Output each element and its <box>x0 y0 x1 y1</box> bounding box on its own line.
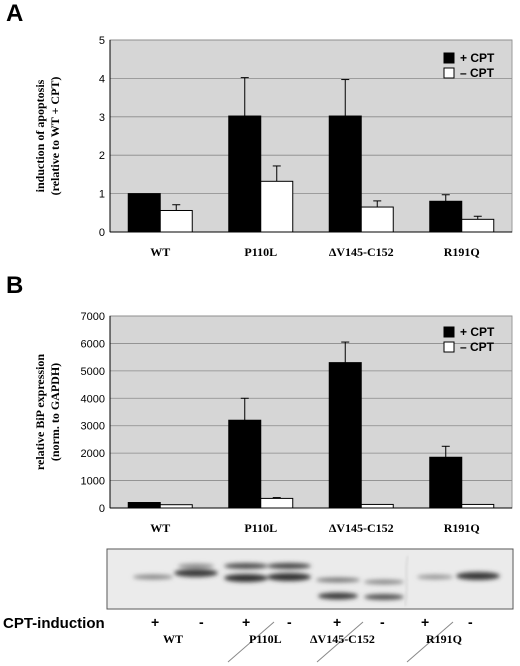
chart-b-ylabel: relative BiP expression <box>33 354 47 471</box>
chart-b-bar-0-3 <box>429 456 463 509</box>
chart-a-legend-label-0: + CPT <box>460 51 495 65</box>
blot-lane-8-sign: - <box>468 614 473 630</box>
chart-b-ytick-6: 6000 <box>81 338 105 350</box>
apoptosis-bar-chart: 0 1 2 3 4 5 induction of apoptosis (relative to… <box>33 35 513 259</box>
chart-b-ytick-7: 7000 <box>81 311 105 323</box>
chart-b-ytick-5: 5000 <box>81 366 105 378</box>
panel-a-letter: A <box>6 0 24 27</box>
blot-lane-3-sign: + <box>242 614 251 630</box>
chart-b-xtick-2: ΔV145-C152 <box>329 521 394 535</box>
chart-b-bar-1-2 <box>360 503 394 509</box>
chart-a-bar-0-3 <box>429 200 463 233</box>
chart-a-legend-swatch-0 <box>443 52 455 64</box>
chart-a-legend-swatch-1 <box>443 67 455 79</box>
chart-b-legend-label-0: + CPT <box>460 325 495 339</box>
chart-a-ylabel-group: induction of apoptosis (relative to WT + … <box>33 77 62 196</box>
chart-a-xtick-3: R191Q <box>444 245 480 259</box>
chart-b-bar-1-0 <box>159 504 193 509</box>
panel-b-letter: B <box>6 272 24 299</box>
chart-a-ytick-2: 2 <box>99 150 105 162</box>
chart-b-ytick-2: 2000 <box>81 448 105 460</box>
chart-a-ytick-4: 4 <box>99 73 105 85</box>
chart-b-bar-1-3 <box>461 503 495 509</box>
chart-a-bar-1-1 <box>260 180 294 233</box>
chart-b-legend-swatch-1 <box>443 341 455 353</box>
chart-b-xtick-0: WT <box>150 521 170 535</box>
chart-b-legend-swatch-0 <box>443 326 455 338</box>
blot-lane-2-sign: - <box>199 614 204 630</box>
chart-b-ytick-0: 0 <box>99 503 105 515</box>
blot-lane-1-sign: + <box>151 614 160 630</box>
chart-b-bar-0-2 <box>328 362 362 509</box>
chart-a-ytick-0: 0 <box>99 227 105 239</box>
chart-a-xtick-2: ΔV145-C152 <box>329 245 394 259</box>
chart-a-ylabel-2: (relative to WT + CPT) <box>48 77 62 196</box>
chart-b-ylabel-group: relative BiP expression (norm. to GAPDH) <box>33 354 62 471</box>
chart-b-ytick-3: 3000 <box>81 421 105 433</box>
blot-group-r191q: R191Q <box>426 632 462 646</box>
chart-a-bar-0-0 <box>127 193 161 233</box>
chart-a-ytick-3: 3 <box>99 112 105 124</box>
chart-a-legend-label-1: – CPT <box>460 66 495 80</box>
chart-b-xtick-3: R191Q <box>444 521 480 535</box>
cpt-induction-label: CPT-induction <box>3 615 105 632</box>
blot-group-dv145-c152: ΔV145-C152 <box>310 632 375 646</box>
chart-b-ylabel-2: (norm. to GAPDH) <box>48 363 62 461</box>
chart-b-ytick-4: 4000 <box>81 393 105 405</box>
chart-a-bar-0-1 <box>228 115 262 233</box>
chart-a-ytick-1: 1 <box>99 189 105 201</box>
blot-lane-4-sign: - <box>287 614 292 630</box>
blot-lane-5-sign: + <box>333 614 342 630</box>
chart-a-xtick-1: P110L <box>244 245 277 259</box>
blot-group-p110l: P110L <box>249 632 282 646</box>
chart-a-ytick-5: 5 <box>99 35 105 47</box>
blot-group-wt: WT <box>163 632 184 646</box>
chart-b-legend-label-1: – CPT <box>460 340 495 354</box>
chart-b-bar-0-1 <box>228 419 262 509</box>
blot-lane-7-sign: + <box>421 614 430 630</box>
bip-expression-bar-chart: 0 1000 2000 3000 4000 5000 6000 7000 relative Bi… <box>33 311 513 535</box>
chart-b-ytick-1: 1000 <box>81 476 105 488</box>
blot-lane-6-sign: - <box>380 614 385 630</box>
chart-a-bar-0-2 <box>328 115 362 233</box>
chart-b-xtick-1: P110L <box>244 521 277 535</box>
chart-a-ylabel: induction of apoptosis <box>33 79 47 192</box>
chart-a-xtick-0: WT <box>150 245 170 259</box>
